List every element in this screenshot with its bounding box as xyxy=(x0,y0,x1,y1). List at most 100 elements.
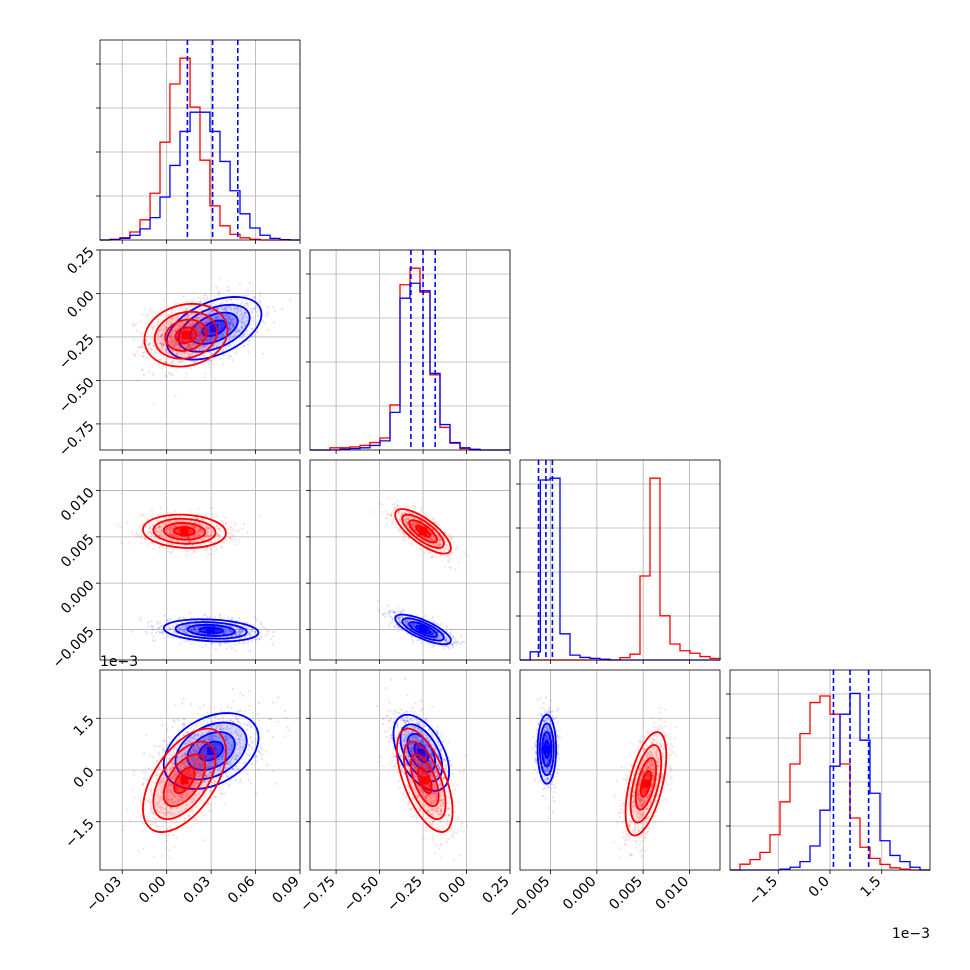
scatter-point xyxy=(200,326,203,329)
scatter-point xyxy=(390,521,393,524)
scatter-point xyxy=(191,313,194,316)
scatter-point xyxy=(173,342,177,345)
scatter-point xyxy=(206,616,209,619)
scatter-point xyxy=(183,352,186,355)
scatter-point xyxy=(233,333,236,336)
scatter-point xyxy=(139,320,142,324)
scatter-point xyxy=(178,347,181,350)
scatter-point xyxy=(155,349,158,352)
scatter-point xyxy=(229,308,233,311)
scatter-point xyxy=(259,301,262,304)
contour-level xyxy=(143,303,229,368)
scatter-point xyxy=(169,336,172,340)
scatter-point xyxy=(175,345,178,348)
scatter-point xyxy=(199,333,202,336)
scatter-point xyxy=(172,343,175,347)
scatter-point xyxy=(225,309,228,312)
scatter-point xyxy=(173,339,176,342)
scatter-point xyxy=(233,307,236,310)
scatter-point xyxy=(220,546,223,549)
scatter-point xyxy=(464,552,467,556)
scatter-point xyxy=(258,515,261,518)
scatter-point xyxy=(232,527,235,530)
scatter-point xyxy=(206,339,209,343)
scatter-point xyxy=(163,614,166,617)
scatter-point xyxy=(147,543,150,546)
scatter-point xyxy=(237,329,241,332)
scatter-point xyxy=(169,322,172,325)
scatter-point xyxy=(210,339,213,342)
scatter-point xyxy=(201,306,204,309)
scatter-point xyxy=(194,317,197,320)
scatter-point xyxy=(225,345,228,348)
scatter-point xyxy=(262,625,265,629)
scatter-point xyxy=(214,303,218,306)
scatter-point xyxy=(254,307,257,310)
scatter-point xyxy=(167,322,170,325)
scatter-point xyxy=(221,332,224,335)
scatter-point xyxy=(247,343,250,346)
scatter-point xyxy=(222,362,225,365)
scatter-point xyxy=(209,309,212,312)
scatter-point xyxy=(232,324,235,328)
scatter-point xyxy=(172,341,175,344)
scatter-point xyxy=(164,349,167,352)
scatter-point xyxy=(210,310,213,313)
scatter-point xyxy=(243,331,247,334)
scatter-point xyxy=(145,335,148,338)
scatter-point xyxy=(224,516,227,519)
scatter-point xyxy=(149,347,152,351)
scatter-point xyxy=(216,345,219,348)
scatter-point xyxy=(378,610,381,614)
scatter-point xyxy=(191,342,194,345)
scatter-point xyxy=(212,311,215,314)
scatter-point xyxy=(131,531,134,534)
scatter-point xyxy=(228,317,231,320)
scatter-point xyxy=(228,328,231,331)
scatter-point xyxy=(171,330,174,333)
scatter-point xyxy=(197,323,201,326)
scatter-point xyxy=(155,620,159,623)
scatter-point xyxy=(384,510,388,513)
scatter-point xyxy=(229,320,232,323)
scatter-point xyxy=(256,331,259,334)
scatter-point xyxy=(448,557,451,560)
scatter-point xyxy=(177,353,180,356)
scatter-point xyxy=(184,309,187,312)
scatter-point xyxy=(141,368,144,371)
x-tick-label: −1.5 xyxy=(746,874,781,909)
scatter-point xyxy=(169,318,172,321)
scatter-point xyxy=(210,353,213,356)
scatter-point xyxy=(153,344,156,347)
scatter-point xyxy=(212,358,215,361)
scatter-point xyxy=(228,328,231,331)
scatter-point xyxy=(215,307,218,310)
scatter-point xyxy=(245,303,248,306)
scatter-point xyxy=(222,313,226,317)
scatter-point xyxy=(152,371,155,375)
scatter-point xyxy=(215,515,218,518)
scatter-point xyxy=(188,343,191,346)
scatter-point xyxy=(198,347,201,350)
scatter-point xyxy=(192,548,196,551)
scatter-point xyxy=(221,333,224,337)
scatter-point xyxy=(199,300,202,304)
scatter-point xyxy=(206,319,210,322)
scatter-point xyxy=(273,321,276,324)
scatter-point xyxy=(201,339,204,342)
scatter-point xyxy=(202,321,206,325)
scatter-point xyxy=(197,323,200,327)
scatter-point xyxy=(255,619,258,622)
scatter-point xyxy=(170,336,173,339)
scatter-point xyxy=(226,300,229,303)
scatter-point xyxy=(229,298,232,301)
histogram-red xyxy=(520,477,721,661)
scatter-point xyxy=(271,643,274,646)
scatter-point xyxy=(245,328,249,332)
scatter-point xyxy=(209,336,213,339)
scatter-point xyxy=(237,329,240,332)
scatter-point xyxy=(225,318,228,321)
scatter-point xyxy=(252,316,255,319)
scatter-point xyxy=(143,537,146,540)
scatter-point xyxy=(161,342,164,345)
